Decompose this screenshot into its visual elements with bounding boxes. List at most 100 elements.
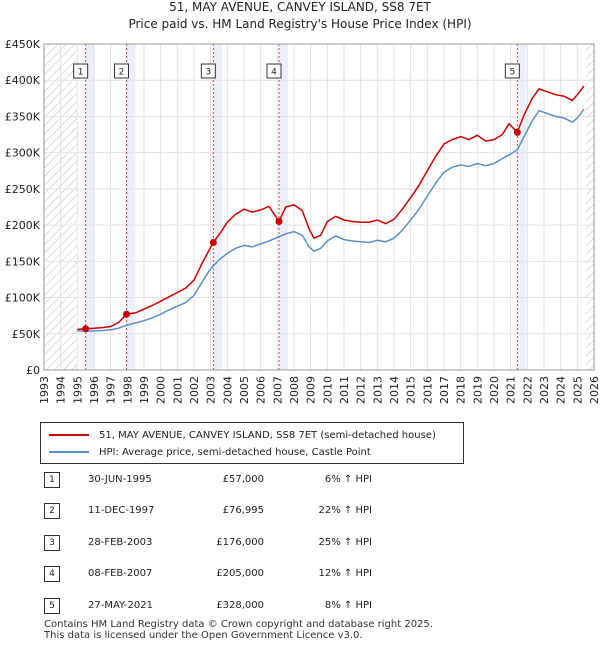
- legend-line-hpi: [49, 451, 89, 453]
- x-tick-label: 2011: [338, 376, 351, 404]
- y-tick-label: £50K: [12, 328, 41, 341]
- sale-highlight-band: [126, 44, 136, 370]
- x-tick-label: 2023: [538, 376, 551, 404]
- sale-price: £205,000: [216, 568, 264, 579]
- x-tick-label: 1996: [88, 376, 101, 404]
- price-chart: 1 2 3 4 5 £0 £50K £100K £150K £200K £250K £300K £350…: [5, 38, 600, 404]
- sale-date: 11-DEC-1997: [88, 505, 155, 516]
- legend-line-property: [49, 434, 89, 436]
- x-tick-label: 1997: [105, 376, 118, 404]
- sale-hpi-change: 12% ↑ HPI: [318, 568, 372, 579]
- legend-label-hpi: HPI: Average price, semi-detached house,…: [99, 446, 371, 458]
- sale-highlight-band: [85, 44, 95, 370]
- plot-area: [44, 44, 594, 370]
- sale-hpi-change: 6% ↑ HPI: [324, 474, 372, 485]
- sale-highlight-band: [517, 44, 527, 370]
- sale-marker-badge: 4: [44, 566, 60, 582]
- sale-marker-badge: 2: [44, 503, 60, 519]
- sale-highlight-band: [213, 44, 223, 370]
- x-tick-label: 2004: [221, 376, 234, 404]
- sale-date: 27-MAY-2021: [88, 600, 154, 611]
- x-tick-label: 2003: [205, 376, 218, 404]
- sale-label-box: [266, 63, 282, 79]
- sale-date: 30-JUN-1995: [88, 474, 152, 485]
- x-tick-label: 2013: [371, 376, 384, 404]
- x-tick-label: 2019: [471, 376, 484, 404]
- chart-subtitle: Price paid vs. HM Land Registry's House …: [128, 17, 472, 31]
- x-tick-label: 2016: [421, 376, 434, 404]
- x-tick-label: 2010: [321, 376, 334, 404]
- sale-marker-badge: 3: [44, 535, 60, 551]
- y-tick-label: £150K: [5, 255, 41, 268]
- hpi-series-line: [77, 108, 585, 332]
- table-row: 2 11-DEC-1997 £76,995 22% ↑ HPI: [44, 503, 444, 521]
- x-tick-label: 2014: [388, 376, 401, 404]
- sale-label: 4: [271, 68, 277, 78]
- y-tick-label: £350K: [5, 110, 41, 123]
- x-tick-label: 2012: [355, 376, 368, 404]
- sale-highlight-band: [279, 44, 288, 370]
- x-tick-label: 2018: [455, 376, 468, 404]
- chart-title: 51, MAY AVENUE, CANVEY ISLAND, SS8 7ET: [169, 0, 431, 14]
- sale-label-box: [73, 63, 89, 79]
- x-tick-label: 2002: [188, 376, 201, 404]
- x-tick-label: 2021: [505, 376, 518, 404]
- sale-price: £176,000: [216, 537, 264, 548]
- plot-border: [43, 43, 595, 371]
- sale-label: 2: [119, 68, 125, 78]
- sale-date: 08-FEB-2007: [88, 568, 153, 579]
- sale-price: £57,000: [222, 474, 264, 485]
- sale-marker-badge: 5: [44, 598, 60, 614]
- x-tick-label: 2024: [555, 376, 568, 404]
- y-tick-label: £450K: [5, 38, 41, 51]
- table-row: 1 30-JUN-1995 £57,000 6% ↑ HPI: [44, 472, 444, 490]
- y-tick-label: £400K: [5, 74, 41, 87]
- x-tick-label: 2006: [255, 376, 268, 404]
- table-row: 3 28-FEB-2003 £176,000 25% ↑ HPI: [44, 535, 444, 553]
- sale-point: [123, 310, 130, 318]
- legend-item-property: 51, MAY AVENUE, CANVEY ISLAND, SS8 7ET (…: [49, 427, 436, 443]
- legend-label-property: 51, MAY AVENUE, CANVEY ISLAND, SS8 7ET (…: [99, 429, 436, 441]
- table-row: 4 08-FEB-2007 £205,000 12% ↑ HPI: [44, 566, 444, 584]
- sale-date: 28-FEB-2003: [88, 537, 153, 548]
- hatched-region: [585, 44, 594, 370]
- x-tick-label: 2001: [171, 376, 184, 404]
- x-tick-label: 2007: [271, 376, 284, 404]
- sale-price: £76,995: [222, 505, 264, 516]
- sale-label: 5: [509, 68, 515, 78]
- sale-point: [82, 325, 90, 333]
- sale-point: [513, 128, 521, 136]
- sale-hpi-change: 25% ↑ HPI: [318, 537, 372, 548]
- sale-label: 3: [205, 68, 211, 78]
- x-tick-label: 1994: [55, 376, 68, 404]
- sale-price: £328,000: [216, 600, 264, 611]
- x-tick-label: 2020: [488, 376, 501, 404]
- y-tick-label: £250K: [5, 183, 41, 196]
- x-tick-label: 2022: [521, 376, 534, 404]
- y-tick-label: £300K: [5, 147, 41, 160]
- property-series-line: [77, 85, 585, 331]
- legend-item-hpi: HPI: Average price, semi-detached house,…: [49, 444, 371, 460]
- sale-point: [275, 217, 283, 225]
- footer-licence: This data is licensed under the Open Gov…: [44, 630, 363, 641]
- sale-marker-badge: 1: [44, 472, 60, 488]
- x-tick-label: 2015: [405, 376, 418, 404]
- x-tick-label: 1999: [138, 376, 151, 404]
- sale-label-box: [200, 63, 216, 79]
- y-tick-label: £100K: [5, 292, 41, 305]
- x-tick-label: 1995: [71, 376, 84, 404]
- x-tick-label: 1998: [121, 376, 134, 404]
- sale-hpi-change: 22% ↑ HPI: [318, 505, 372, 516]
- legend: 51, MAY AVENUE, CANVEY ISLAND, SS8 7ET (…: [40, 422, 464, 464]
- sale-point: [209, 238, 217, 246]
- x-tick-label: 2026: [588, 376, 600, 404]
- sale-label: 1: [78, 68, 84, 78]
- x-tick-label: 1993: [38, 376, 51, 404]
- footer-copyright: Contains HM Land Registry data © Crown c…: [44, 619, 433, 630]
- y-tick-label: £200K: [5, 219, 41, 232]
- sale-label-box: [504, 63, 520, 79]
- x-tick-label: 2017: [438, 376, 451, 404]
- x-tick-label: 2009: [305, 376, 318, 404]
- x-tick-label: 2025: [571, 376, 584, 404]
- y-tick-label: £0: [26, 364, 40, 377]
